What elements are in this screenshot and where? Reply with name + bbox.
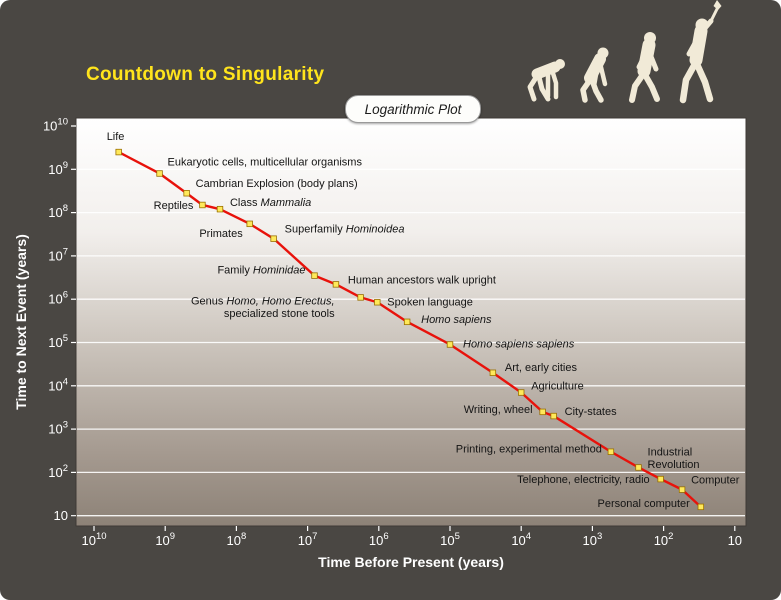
logarithmic-plot-badge: Logarithmic Plot: [345, 95, 481, 123]
event-label: Agriculture: [531, 381, 584, 393]
y-tick-label: 107: [48, 246, 68, 263]
torch-handle-icon: [709, 7, 719, 23]
logarithmic-plot-label: Logarithmic Plot: [364, 101, 462, 117]
data-point-marker: [518, 389, 525, 396]
event-label: Spoken language: [387, 296, 473, 308]
torch-flame-icon: [713, 0, 722, 10]
data-point-marker: [216, 205, 224, 213]
data-point-marker: [550, 412, 557, 420]
data-point-marker: [246, 220, 253, 228]
event-label: Primates: [199, 228, 243, 240]
x-tick-label: 10: [728, 533, 742, 548]
x-tick-label: 102: [654, 531, 674, 548]
event-label: specialized stone tools: [224, 308, 335, 320]
event-label: Class Mammalia: [230, 197, 311, 209]
event-label: Cambrian Explosion (body plans): [196, 178, 358, 190]
data-point-marker: [270, 235, 277, 242]
event-label: Personal computer: [598, 498, 691, 510]
x-tick-label: 108: [227, 531, 247, 548]
event-label: Revolution: [648, 459, 700, 471]
event-label: Human ancestors walk upright: [348, 274, 496, 286]
data-point-marker: [403, 318, 411, 326]
y-tick-label: 1010: [43, 117, 68, 134]
hominid-silhouette-icon: [580, 47, 609, 103]
y-tick-label: 10: [54, 508, 68, 523]
x-tick-label: 103: [583, 531, 603, 548]
y-tick-label: 102: [48, 463, 68, 480]
event-label: Reptiles: [154, 200, 194, 212]
event-label: Computer: [691, 475, 740, 487]
event-label: Eukaryotic cells, multicellular organism…: [168, 156, 363, 168]
event-label: City-states: [565, 406, 617, 418]
data-point-marker: [678, 486, 686, 493]
event-label: Homo sapiens sapiens: [463, 338, 575, 350]
event-label: Family Hominidae: [217, 265, 305, 277]
x-tick-label: 107: [298, 531, 318, 548]
data-point-marker: [607, 448, 615, 455]
y-tick-label: 103: [48, 420, 68, 437]
y-tick-label: 108: [48, 203, 68, 220]
event-label: Genus Homo, Homo Erectus,: [191, 295, 335, 307]
data-point-marker: [156, 170, 163, 177]
y-tick-label: 104: [48, 376, 68, 393]
data-point-marker: [539, 408, 546, 416]
modern-human-torch-silhouette-icon: [679, 0, 722, 104]
data-point-marker: [115, 148, 122, 156]
y-axis-title: Time to Next Event (years): [13, 234, 29, 410]
event-label: Printing, experimental method: [456, 444, 602, 456]
data-line: [118, 151, 702, 508]
x-tick-label: 104: [511, 531, 531, 548]
data-point-marker: [183, 190, 190, 197]
page-title: Countdown to Singularity: [86, 64, 325, 85]
event-label: Industrial: [648, 446, 693, 458]
data-point-marker: [311, 272, 318, 279]
data-point-marker: [657, 475, 664, 483]
x-tick-label: 106: [369, 531, 389, 548]
x-tick-label: 1010: [81, 531, 106, 548]
event-label: Art, early cities: [505, 362, 578, 374]
plot-area: [75, 117, 747, 527]
data-point-marker: [357, 294, 364, 301]
data-point-marker: [374, 299, 381, 306]
early-human-silhouette-icon: [629, 32, 660, 103]
event-label: Homo sapiens: [421, 314, 492, 326]
x-tick-label: 105: [440, 531, 460, 548]
y-tick-label: 109: [48, 160, 68, 177]
y-tick-label: 106: [48, 290, 68, 307]
data-point-marker: [489, 369, 497, 376]
event-label: Life: [107, 131, 125, 143]
data-point-marker: [199, 201, 206, 209]
y-tick-label: 105: [48, 333, 68, 350]
data-point-marker: [635, 464, 642, 471]
data-point-marker: [446, 341, 454, 348]
data-point-marker: [697, 503, 705, 511]
x-tick-label: 109: [155, 531, 175, 548]
x-axis-title: Time Before Present (years): [318, 554, 504, 570]
event-label: Superfamily Hominoidea: [285, 224, 405, 236]
ape-silhouette-icon: [527, 59, 565, 102]
evolution-of-man-illustration: [527, 0, 722, 104]
event-label: Writing, wheel: [464, 404, 533, 416]
event-label: Telephone, electricity, radio: [517, 474, 649, 486]
data-point-marker: [332, 281, 340, 288]
